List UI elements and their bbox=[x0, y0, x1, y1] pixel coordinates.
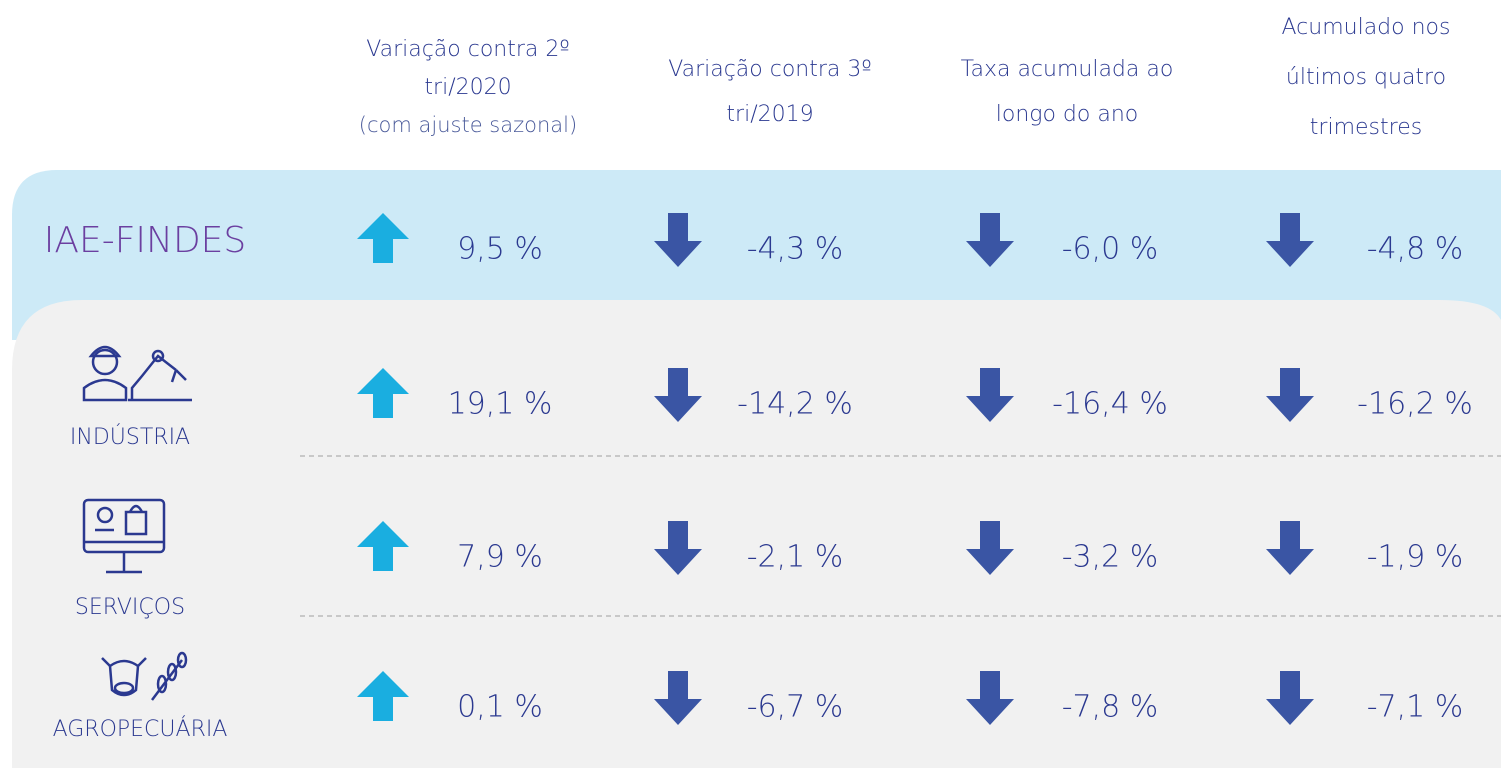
column-header: Taxa acumulada ao bbox=[961, 57, 1174, 82]
value: 19,1 % bbox=[448, 387, 553, 422]
arrow-down bbox=[966, 368, 1014, 422]
arrow-down bbox=[966, 671, 1014, 725]
agro-icon bbox=[101, 651, 188, 701]
row-label: IAE-FINDES bbox=[44, 220, 247, 261]
value: -16,4 % bbox=[1052, 387, 1168, 422]
value: -3,2 % bbox=[1062, 540, 1159, 575]
arrow-up bbox=[357, 521, 409, 571]
arrow-up bbox=[357, 368, 409, 418]
column-header: últimos quatro bbox=[1286, 65, 1446, 90]
industry-icon bbox=[82, 345, 192, 402]
value: -16,2 % bbox=[1357, 387, 1473, 422]
value: -6,7 % bbox=[747, 690, 844, 725]
value: -7,8 % bbox=[1062, 690, 1159, 725]
column-header: Variação contra 2º bbox=[366, 37, 570, 62]
column-header: tri/2020 bbox=[424, 75, 511, 100]
row-label: INDÚSTRIA bbox=[70, 424, 190, 450]
value: -4,8 % bbox=[1367, 232, 1464, 267]
arrow-down bbox=[654, 213, 702, 267]
value: 0,1 % bbox=[457, 690, 543, 725]
arrow-down bbox=[1266, 368, 1314, 422]
value: -6,0 % bbox=[1062, 232, 1159, 267]
row-label: SERVIÇOS bbox=[75, 595, 185, 620]
value: 7,9 % bbox=[457, 540, 543, 575]
value: -4,3 % bbox=[747, 232, 844, 267]
arrow-down bbox=[1266, 213, 1314, 267]
arrow-down bbox=[1266, 671, 1314, 725]
arrow-down bbox=[654, 671, 702, 725]
column-header: longo do ano bbox=[996, 102, 1138, 127]
column-header: Variação contra 3º bbox=[668, 57, 872, 82]
value: -14,2 % bbox=[737, 387, 853, 422]
value: -7,1 % bbox=[1367, 690, 1464, 725]
arrow-down bbox=[966, 213, 1014, 267]
arrow-down bbox=[654, 368, 702, 422]
column-header: trimestres bbox=[1310, 115, 1422, 140]
arrow-down bbox=[966, 521, 1014, 575]
value: 9,5 % bbox=[457, 232, 543, 267]
arrow-down bbox=[1266, 521, 1314, 575]
value: -1,9 % bbox=[1367, 540, 1464, 575]
column-header: Acumulado nos bbox=[1282, 15, 1451, 40]
column-note: (com ajuste sazonal) bbox=[359, 113, 577, 137]
arrow-up bbox=[357, 213, 409, 263]
arrow-down bbox=[654, 521, 702, 575]
column-header: tri/2019 bbox=[726, 102, 813, 127]
arrow-up bbox=[357, 671, 409, 721]
value: -2,1 % bbox=[747, 540, 844, 575]
highlight-panel bbox=[12, 170, 1501, 340]
row-label: AGROPECUÁRIA bbox=[53, 716, 228, 742]
services-icon bbox=[82, 498, 166, 574]
